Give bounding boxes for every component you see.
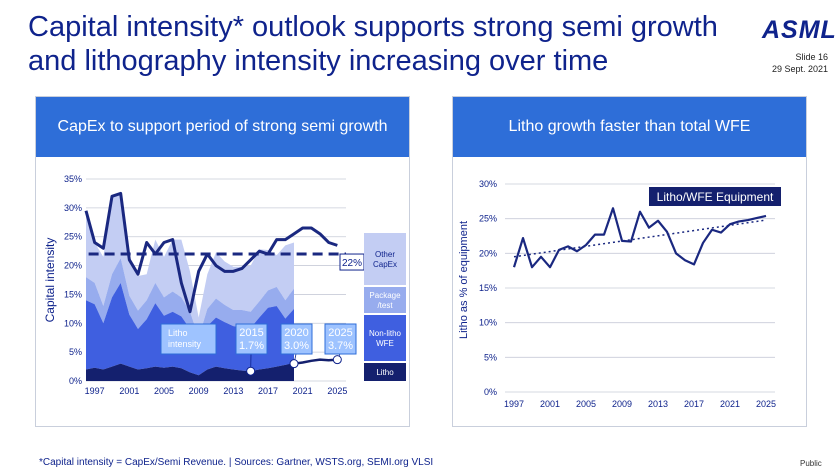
y-tick-label: 5%: [69, 347, 82, 357]
x-tick-label: 2021: [720, 399, 740, 409]
callout-marker-2025: [332, 355, 342, 365]
callout-value-2020: 3.0%: [284, 340, 309, 352]
y-tick-label: 20%: [64, 261, 82, 271]
x-tick-label: 2025: [327, 386, 347, 396]
callout-year-2015: 2015: [239, 327, 263, 339]
legend-non-litho-wfe-swatch: [364, 315, 406, 361]
x-tick-label: 2017: [258, 386, 278, 396]
x-tick-label: 2017: [684, 399, 704, 409]
y-tick-label: 25%: [64, 232, 82, 242]
legend-package-test-label: Package/test: [369, 291, 401, 310]
capital-intensity-line: [84, 191, 338, 314]
y-tick-label: 20%: [479, 248, 497, 258]
left-panel-header: CapEx to support period of strong semi g…: [36, 97, 409, 157]
callout-box-2025: [324, 323, 357, 355]
y-tick-label: 5%: [484, 352, 497, 362]
slide-number: Slide 16: [795, 52, 828, 62]
legend-other-capex-swatch: [364, 233, 406, 285]
legend-other-capex-label: Other CapEx: [373, 250, 397, 269]
y-axis-label: Litho as % of equipment: [458, 221, 470, 339]
callout-box-2020: [280, 323, 313, 355]
other-capex-area: [86, 191, 294, 338]
x-tick-label: 2009: [612, 399, 632, 409]
litho-share-chart: 0% 5% 10% 15% 20% 25% 30% 1997 2001 2005 2009 2013 2…: [458, 179, 781, 409]
legend-package-test-swatch: [364, 287, 406, 313]
legend-non-litho-wfe-label: Non-litho WFE: [369, 329, 402, 348]
y-tick-label: 25%: [479, 214, 497, 224]
callout-value-2025: 3.7%: [328, 340, 353, 352]
series-annotation: Litho/WFE Equipment: [657, 190, 774, 204]
y-axis-label: Capital intensity: [43, 238, 57, 323]
litho-intensity-callout-box: [160, 323, 217, 355]
callout-marker-2015: [246, 366, 256, 376]
footnote: *Capital intensity = CapEx/Semi Revenue.…: [39, 457, 434, 468]
right-panel: Litho growth faster than total WFE 0% 5% 1…: [452, 96, 807, 427]
litho-area: [86, 363, 294, 381]
x-tick-label: 1997: [504, 399, 524, 409]
x-tick-label: 1997: [85, 386, 105, 396]
y-tick-label: 35%: [64, 174, 82, 184]
x-tick-label: 2001: [540, 399, 560, 409]
x-tick-label: 2001: [119, 386, 139, 396]
y-tick-label: 15%: [64, 289, 82, 299]
legend-litho-swatch: [364, 363, 406, 381]
classification-label: Public: [800, 459, 822, 468]
x-tick-label: 2013: [648, 399, 668, 409]
average-label: 22%: [342, 258, 362, 269]
x-tick-label: 2025: [756, 399, 776, 409]
asml-logo: ASML: [762, 16, 837, 44]
y-tick-label: 0%: [484, 387, 497, 397]
x-tick-label: 2009: [189, 386, 209, 396]
callout-year-2020: 2020: [284, 327, 308, 339]
y-tick-label: 30%: [64, 203, 82, 213]
callout-year-2025: 2025: [328, 327, 352, 339]
y-tick-label: 0%: [69, 376, 82, 386]
y-tick-label: 15%: [479, 283, 497, 293]
page-title: Capital intensity* outlook supports stro…: [28, 11, 718, 77]
callout-marker-2020: [289, 359, 299, 369]
series-annotation-box: [649, 187, 781, 206]
callout-value-2015: 1.7%: [239, 340, 264, 352]
callout-box-2015: [235, 323, 268, 355]
litho-projection-line: [267, 358, 338, 373]
y-tick-label: 10%: [64, 318, 82, 328]
litho-wfe-line: [512, 207, 767, 269]
y-tick-label: 30%: [479, 179, 497, 189]
x-tick-label: 2005: [154, 386, 174, 396]
slide-date: 29 Sept. 2021: [771, 64, 828, 74]
y-tick-label: 10%: [479, 318, 497, 328]
x-tick-label: 2013: [223, 386, 243, 396]
x-tick-label: 2021: [293, 386, 313, 396]
right-panel-header: Litho growth faster than total WFE: [453, 97, 806, 157]
left-panel: CapEx to support period of strong semi g…: [35, 96, 410, 427]
capital-intensity-chart: 0% 5% 10% 15% 20% 25% 30% 35% 1997 2001 2005 2009 20…: [43, 174, 406, 396]
litho-intensity-callout-label: Litho intensity: [168, 328, 202, 349]
x-tick-label: 2005: [576, 399, 596, 409]
legend-litho-label: Litho: [376, 368, 394, 377]
